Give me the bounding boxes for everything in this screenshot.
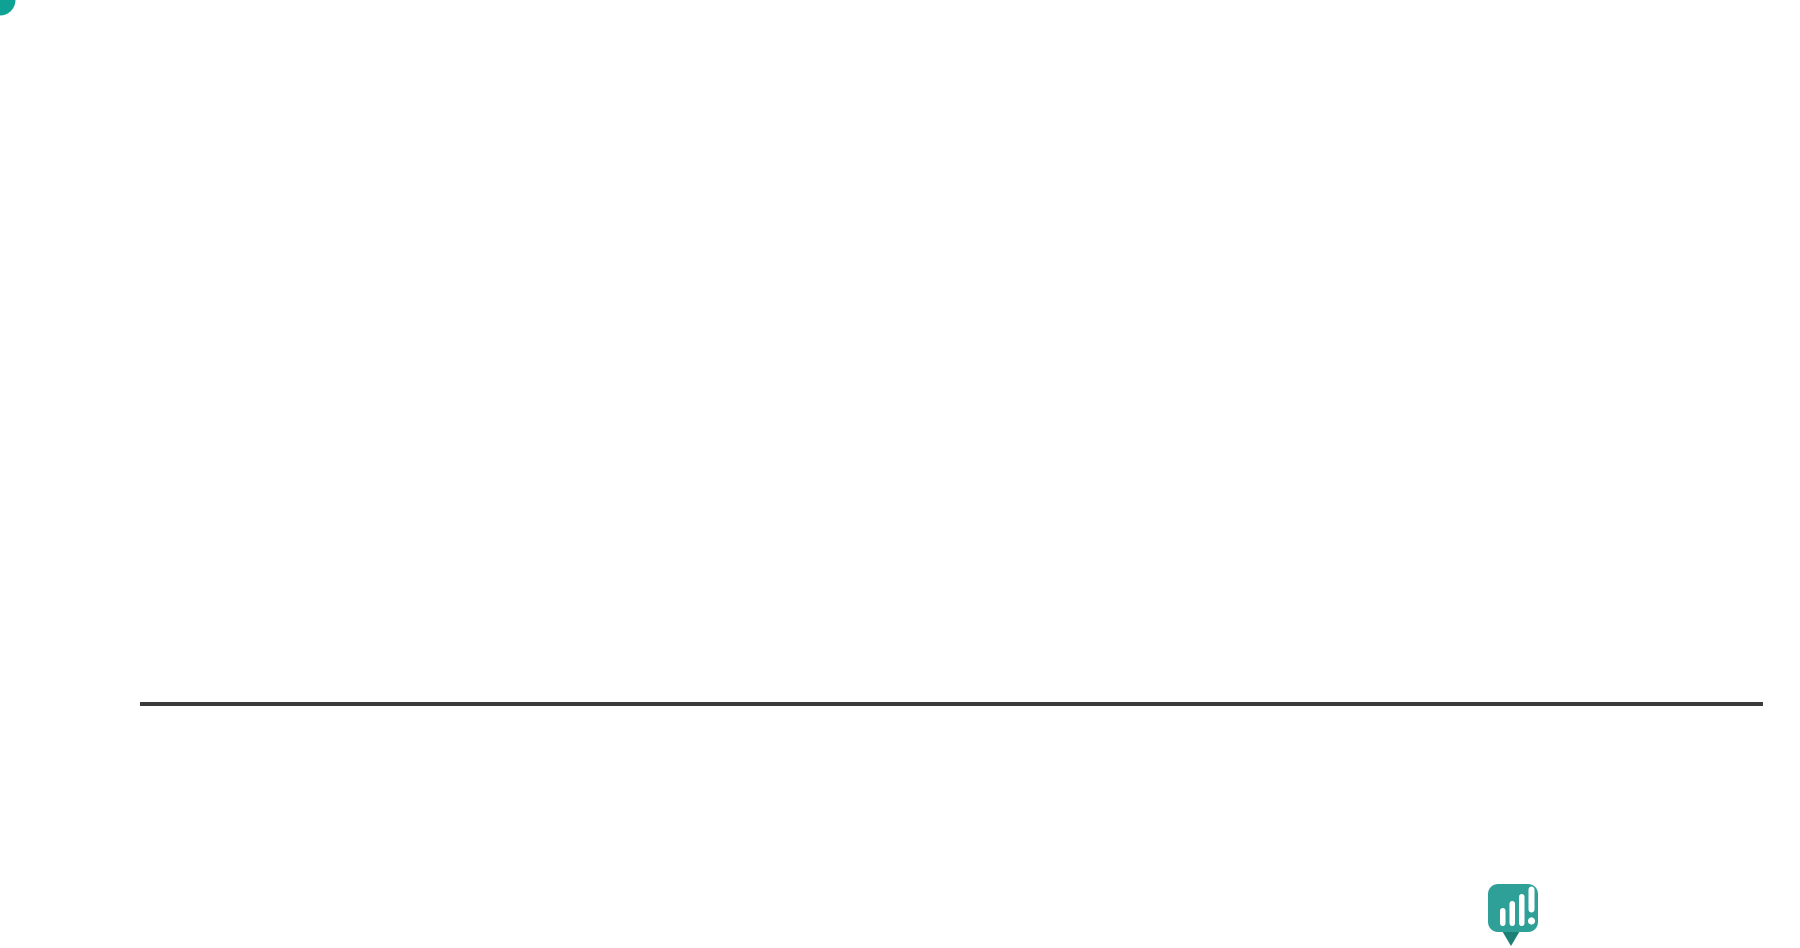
logo-bar-1 <box>1500 908 1506 926</box>
logo-exclamation-bar <box>1528 886 1535 913</box>
newsworthy-logo <box>1488 884 1559 948</box>
logo-bar-3 <box>1519 894 1525 926</box>
logo-bar-2 <box>1509 901 1515 926</box>
logo-exclamation-dot <box>1527 917 1536 925</box>
utlandsfodda-end-dot <box>0 0 16 16</box>
newsworthy-icon <box>1488 884 1538 946</box>
